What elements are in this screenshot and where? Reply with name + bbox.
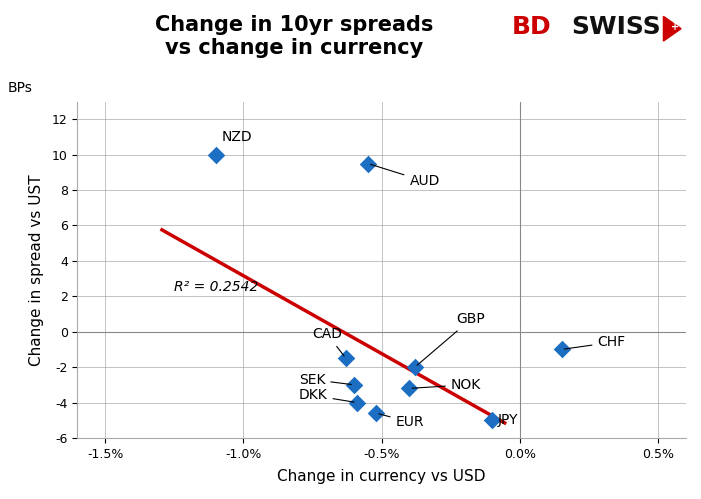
Text: CHF: CHF (564, 335, 625, 349)
Text: BD: BD (512, 15, 552, 39)
X-axis label: Change in currency vs USD: Change in currency vs USD (278, 469, 486, 484)
Point (371, 409, 382, 417)
Point (486, 416, 498, 424)
Text: EUR: EUR (379, 414, 424, 429)
Text: Change in 10yr spreads
vs change in currency: Change in 10yr spreads vs change in curr… (155, 15, 434, 58)
Text: CAD: CAD (313, 327, 344, 356)
Point (404, 384, 415, 392)
Text: SWISS: SWISS (571, 15, 661, 39)
Point (348, 381, 360, 389)
Text: R² = 0.2542: R² = 0.2542 (175, 280, 259, 294)
Text: NZD: NZD (222, 130, 252, 144)
Text: SEK: SEK (299, 373, 351, 387)
Polygon shape (663, 16, 681, 41)
Text: NOK: NOK (412, 378, 481, 392)
Point (362, 160, 374, 168)
Point (556, 345, 567, 353)
Point (351, 399, 362, 407)
Text: JPY: JPY (498, 413, 519, 427)
Text: +: + (671, 22, 679, 32)
Text: DKK: DKK (299, 388, 354, 403)
Y-axis label: Change in spread vs UST: Change in spread vs UST (29, 174, 43, 366)
Text: AUD: AUD (371, 164, 440, 188)
Point (210, 151, 222, 159)
Text: GBP: GBP (417, 312, 485, 365)
Text: BPs: BPs (8, 81, 32, 95)
Point (340, 354, 351, 362)
Point (409, 363, 421, 371)
